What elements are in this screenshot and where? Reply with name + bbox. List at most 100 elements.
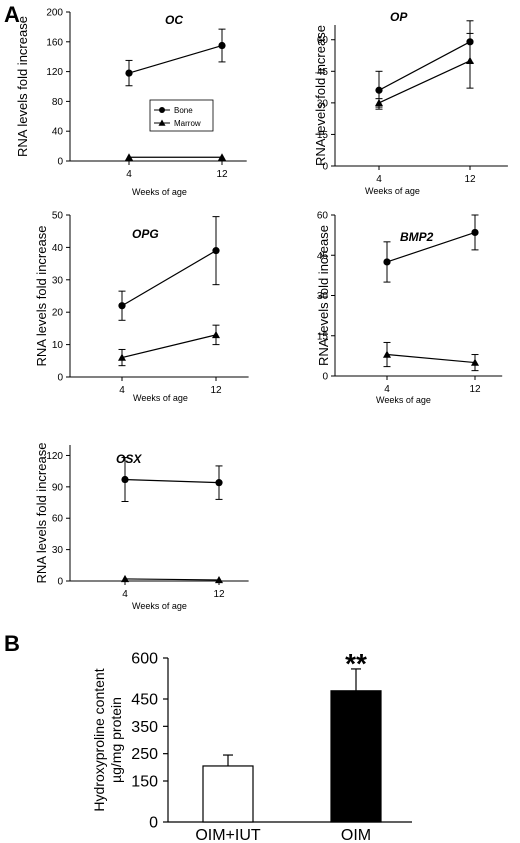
series-line-marrow <box>378 60 471 104</box>
series-line-marrow <box>386 353 476 364</box>
x-tick-label: 12 <box>469 384 481 395</box>
data-point-circle <box>125 69 133 77</box>
data-point-circle <box>471 228 479 237</box>
y-tick-label: 80 <box>52 97 64 108</box>
y-tick-label: 0 <box>57 373 63 384</box>
y-tick-label: 20 <box>52 308 64 319</box>
chart-title: OPG <box>132 227 159 241</box>
series-line-bone <box>386 231 476 263</box>
data-point-triangle <box>218 153 226 161</box>
y-tick-label: 90 <box>52 482 64 493</box>
bar-chart: 0 150 250 350 450 600 OIM+IUT OIM ** Hydroxyproli… <box>91 648 412 843</box>
series-line-bone <box>124 478 220 484</box>
data-point-triangle <box>212 330 220 339</box>
y-tick-label: 30 <box>52 545 64 556</box>
x-tick-label: 4 <box>126 169 132 180</box>
y-tick-label: 450 <box>131 692 158 709</box>
y-tick-label: 30 <box>52 275 64 286</box>
y-tick-label: 45 <box>317 251 329 262</box>
y-tick-label: 600 <box>131 651 158 668</box>
line-chart-2: 0 10 20 30 40 50 4 12 Weeks of age RNA levels fol… <box>34 211 249 403</box>
chart-title: OSX <box>116 452 142 466</box>
y-tick-label: 40 <box>52 127 64 138</box>
data-point-circle <box>118 302 126 310</box>
x-axis-label: Weeks of age <box>365 186 420 196</box>
bar-1 <box>330 690 382 823</box>
series-line-bone <box>121 250 217 307</box>
y-tick-label: 0 <box>57 577 63 588</box>
data-point-triangle <box>118 353 126 361</box>
x-tick-label: 12 <box>210 385 222 396</box>
series-line-marrow <box>124 578 220 581</box>
line-chart-4: 0 30 60 90 120 4 12 Weeks of age RNA levels fold… <box>34 443 249 611</box>
x-tick-label: 4 <box>119 385 125 396</box>
y-tick-label: 30 <box>317 98 329 109</box>
x-tick-label: 12 <box>464 174 476 185</box>
y-tick-label: 0 <box>322 372 328 383</box>
data-point-triangle <box>125 153 133 161</box>
x-tick-label: 12 <box>213 589 225 600</box>
series-line-marrow <box>121 334 217 359</box>
y-tick-label: 10 <box>52 340 64 351</box>
y-tick-label: 0 <box>149 815 158 832</box>
y-tick-label: 120 <box>46 67 63 78</box>
data-point-triangle <box>383 350 391 358</box>
y-tick-label: 0 <box>322 162 328 173</box>
y-tick-label: 15 <box>317 331 329 342</box>
x-tick-label: 12 <box>216 169 228 180</box>
legend: Bone Marrow <box>149 99 214 132</box>
y-tick-label: 60 <box>317 35 329 46</box>
y-tick-label: 50 <box>52 211 64 222</box>
y-tick-label: 350 <box>131 719 158 736</box>
data-point-triangle <box>375 98 383 107</box>
x-tick-label: 4 <box>384 384 390 395</box>
category-label: OIM <box>341 827 371 843</box>
y-tick-label: 200 <box>46 8 63 19</box>
y-axis-label: RNA levels fold increase <box>15 16 30 157</box>
significance-annotation: ** <box>345 648 367 679</box>
category-label: OIM+IUT <box>195 827 261 843</box>
y-tick-label: 120 <box>46 451 63 462</box>
chart-title: OC <box>165 13 183 27</box>
series-line-bone <box>128 44 223 74</box>
data-point-triangle <box>121 574 129 583</box>
panel-letter-a: A <box>4 2 20 27</box>
y-tick-label: 45 <box>317 67 329 78</box>
line-chart-0: 0 40 80 120 160 200 4 12 Weeks of age RNA levels … <box>15 8 247 197</box>
data-point-circle <box>383 258 391 266</box>
data-point-circle <box>375 86 383 94</box>
data-point-circle <box>212 247 220 255</box>
y-tick-label: 30 <box>317 291 329 302</box>
x-axis-label: Weeks of age <box>133 393 188 403</box>
y-tick-label: 250 <box>131 746 158 763</box>
y-tick-label: 160 <box>46 37 63 48</box>
x-axis-label: Weeks of age <box>376 395 431 405</box>
y-tick-label: 40 <box>52 243 64 254</box>
bar-0 <box>202 765 254 823</box>
y-tick-label: 150 <box>131 774 158 791</box>
y-axis-label: RNA levels fold increase <box>34 443 49 584</box>
data-point-circle <box>121 475 129 484</box>
line-chart-1: 0 15 30 45 60 4 12 Weeks of age RNA levels fold … <box>313 10 508 196</box>
legend-entry: Bone <box>174 106 193 115</box>
x-tick-label: 4 <box>122 589 128 600</box>
y-axis-label: RNA levels fold increase <box>34 226 49 367</box>
x-axis-label: Weeks of age <box>132 601 187 611</box>
chart-title: BMP2 <box>400 230 434 244</box>
y-axis-label: RNA levels fold increase <box>316 225 331 366</box>
data-point-circle <box>215 479 223 487</box>
line-chart-3: 0 15 30 45 60 4 12 Weeks of age RNA levels fold … <box>316 211 503 405</box>
legend-box <box>149 99 214 132</box>
y-axis-label-line-2: µg/mg protein <box>108 697 124 783</box>
legend-marker-triangle <box>158 119 166 126</box>
data-point-triangle <box>466 56 474 64</box>
chart-title: OP <box>390 10 408 24</box>
y-axis-label: RNA levels fold increase <box>313 25 328 166</box>
y-axis-label-line-1: Hydroxyproline content <box>91 668 107 811</box>
data-point-circle <box>218 41 226 50</box>
x-tick-label: 4 <box>376 174 382 185</box>
y-tick-label: 60 <box>52 514 64 525</box>
y-tick-label: 60 <box>317 211 329 222</box>
series-line-bone <box>378 41 471 91</box>
